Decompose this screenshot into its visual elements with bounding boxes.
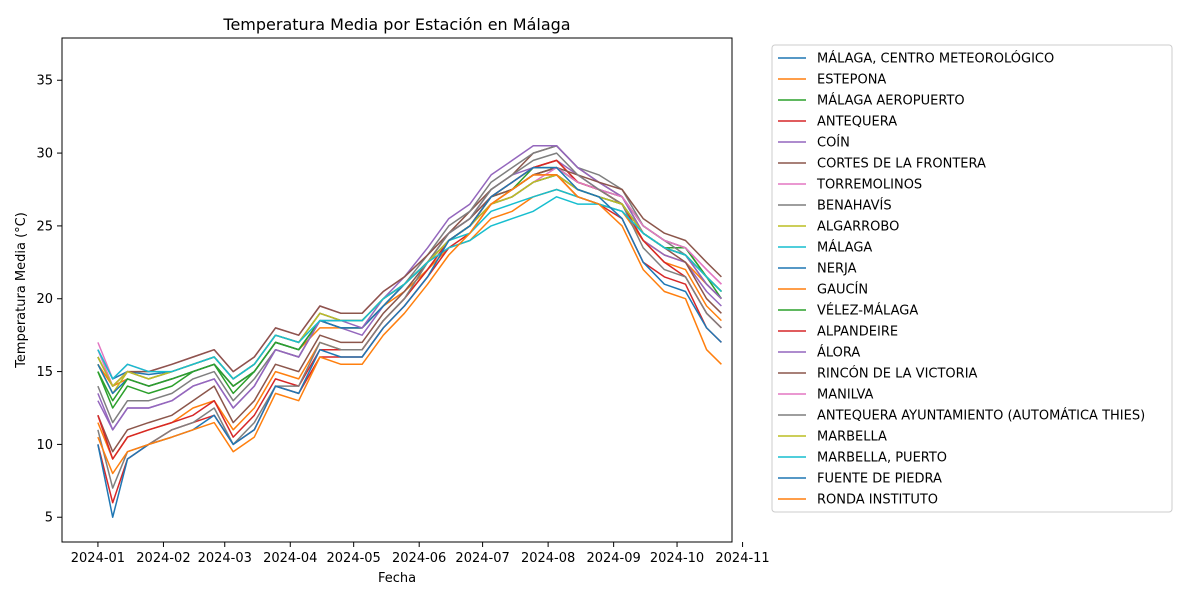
x-tick-label: 2024-06 xyxy=(392,551,446,566)
series-line-rincon-de-la-victoria xyxy=(97,166,722,387)
plot-frame xyxy=(61,37,733,543)
x-tick-label: 2024-01 xyxy=(71,551,125,566)
legend-label-marbella: MARBELLA xyxy=(817,430,887,445)
y-tick-label: 20 xyxy=(36,292,53,307)
legend-label-rincon-de-la-victoria: RINCÓN DE LA VICTORIA xyxy=(817,366,978,382)
legend-label-ronda-instituto: RONDA INSTITUTO xyxy=(817,493,938,508)
legend-label-marbella-puerto: MARBELLA, PUERTO xyxy=(817,451,947,466)
series-lines xyxy=(97,145,723,518)
x-tick-label: 2024-09 xyxy=(586,551,640,566)
x-axis: 2024-01 2024-02 2024-03 2024-04 2024-05 2024-… xyxy=(71,542,770,566)
x-tick-label: 2024-08 xyxy=(521,551,575,566)
legend-label-estepona: ESTEPONA xyxy=(817,73,886,88)
y-tick-label: 5 xyxy=(45,511,53,526)
legend-label-alpandeire: ALPANDEIRE xyxy=(817,325,898,340)
legend-label-antequera-ayuntamiento-automatica-thies: ANTEQUERA AYUNTAMIENTO (AUTOMÁTICA THIES… xyxy=(817,408,1145,424)
legend-label-malaga: MÁLAGA xyxy=(817,240,872,256)
legend-label-coin: COÍN xyxy=(817,135,850,151)
y-axis-label: Temperatura Media (°C) xyxy=(14,212,29,369)
x-tick-label: 2024-03 xyxy=(198,551,252,566)
legend-label-gaucin: GAUCÍN xyxy=(817,282,868,298)
series-line-marbella-puerto xyxy=(97,196,722,380)
legend-label-algarrobo: ALGARROBO xyxy=(817,220,899,235)
y-tick-label: 10 xyxy=(36,438,53,453)
legend-label-antequera: ANTEQUERA xyxy=(817,115,897,130)
legend: MÁLAGA, CENTRO METEOROLÓGICO ESTEPONA MÁLA… xyxy=(771,44,1173,513)
legend-label-benahavis: BENAHAVÍS xyxy=(817,198,892,214)
legend-label-manilva: MANILVA xyxy=(817,388,874,403)
x-tick-label: 2024-04 xyxy=(263,551,317,566)
series-line-ronda-instituto xyxy=(97,174,722,475)
legend-label-fuente-de-piedra: FUENTE DE PIEDRA xyxy=(817,472,942,487)
y-tick-label: 35 xyxy=(36,74,53,89)
y-tick-label: 30 xyxy=(36,147,53,162)
series-line-alora xyxy=(97,145,722,431)
series-line-antequera xyxy=(97,174,722,504)
legend-label-nerja: NERJA xyxy=(817,262,857,277)
legend-label-torremolinos: TORREMOLINOS xyxy=(816,178,922,193)
series-line-estepona xyxy=(97,188,722,387)
y-axis: 5 10 15 20 25 30 35 xyxy=(36,74,62,526)
legend-box xyxy=(771,44,1173,513)
legend-label-malaga-aeropuerto: MÁLAGA AEROPUERTO xyxy=(817,93,965,109)
legend-label-velez-malaga: VÉLEZ-MÁLAGA xyxy=(817,303,918,319)
legend-label-malaga-centro-meteorologico: MÁLAGA, CENTRO METEOROLÓGICO xyxy=(817,51,1054,67)
legend-label-cortes-de-la-frontera: CORTES DE LA FRONTERA xyxy=(817,157,986,172)
x-tick-label: 2024-07 xyxy=(455,551,509,566)
chart-title: Temperatura Media por Estación en Málaga xyxy=(222,15,570,34)
legend-label-alora: ÁLORA xyxy=(817,345,860,361)
x-tick-label: 2024-11 xyxy=(715,551,769,566)
x-tick-label: 2024-10 xyxy=(650,551,704,566)
y-tick-label: 25 xyxy=(36,219,53,234)
x-tick-label: 2024-05 xyxy=(327,551,381,566)
y-tick-label: 15 xyxy=(36,365,53,380)
x-tick-label: 2024-02 xyxy=(136,551,190,566)
series-line-antequera-ayuntamiento-automatica-thies xyxy=(97,152,722,489)
x-axis-label: Fecha xyxy=(378,571,416,586)
